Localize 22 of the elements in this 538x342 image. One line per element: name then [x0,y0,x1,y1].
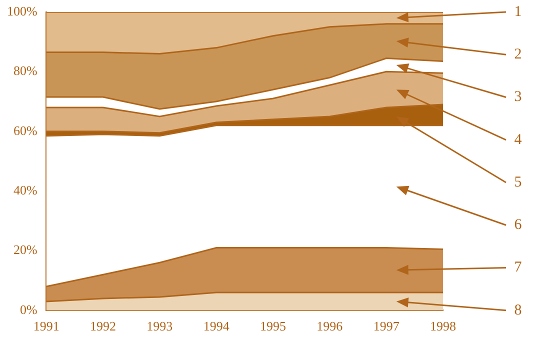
text: 3 [514,89,522,106]
x-tick-label: 1991 [33,318,60,334]
x-tick-label: 1998 [430,318,456,334]
text: 7 [514,260,522,276]
y-tick-label: 60% [13,122,38,138]
y-tick-label: 20% [13,242,38,258]
y-tick-label: 40% [13,182,38,198]
y-tick-label: 100% [6,3,38,18]
x-tick-label: 1995 [260,318,286,334]
x-tick-label: 1992 [90,318,116,334]
text: 6 [514,217,522,234]
text: 5 [514,174,522,190]
text: 8 [514,302,522,318]
text: 1 [514,4,522,20]
text: 2 [514,46,522,63]
x-tick-label: 1993 [146,318,173,334]
x-tick-label: 1997 [373,318,400,334]
y-tick-label: 0% [20,302,38,317]
y-tick-label: 80% [13,63,38,78]
x-tick-label: 1994 [203,318,230,334]
x-tick-label: 1996 [316,318,344,334]
text: 4 [514,132,522,148]
